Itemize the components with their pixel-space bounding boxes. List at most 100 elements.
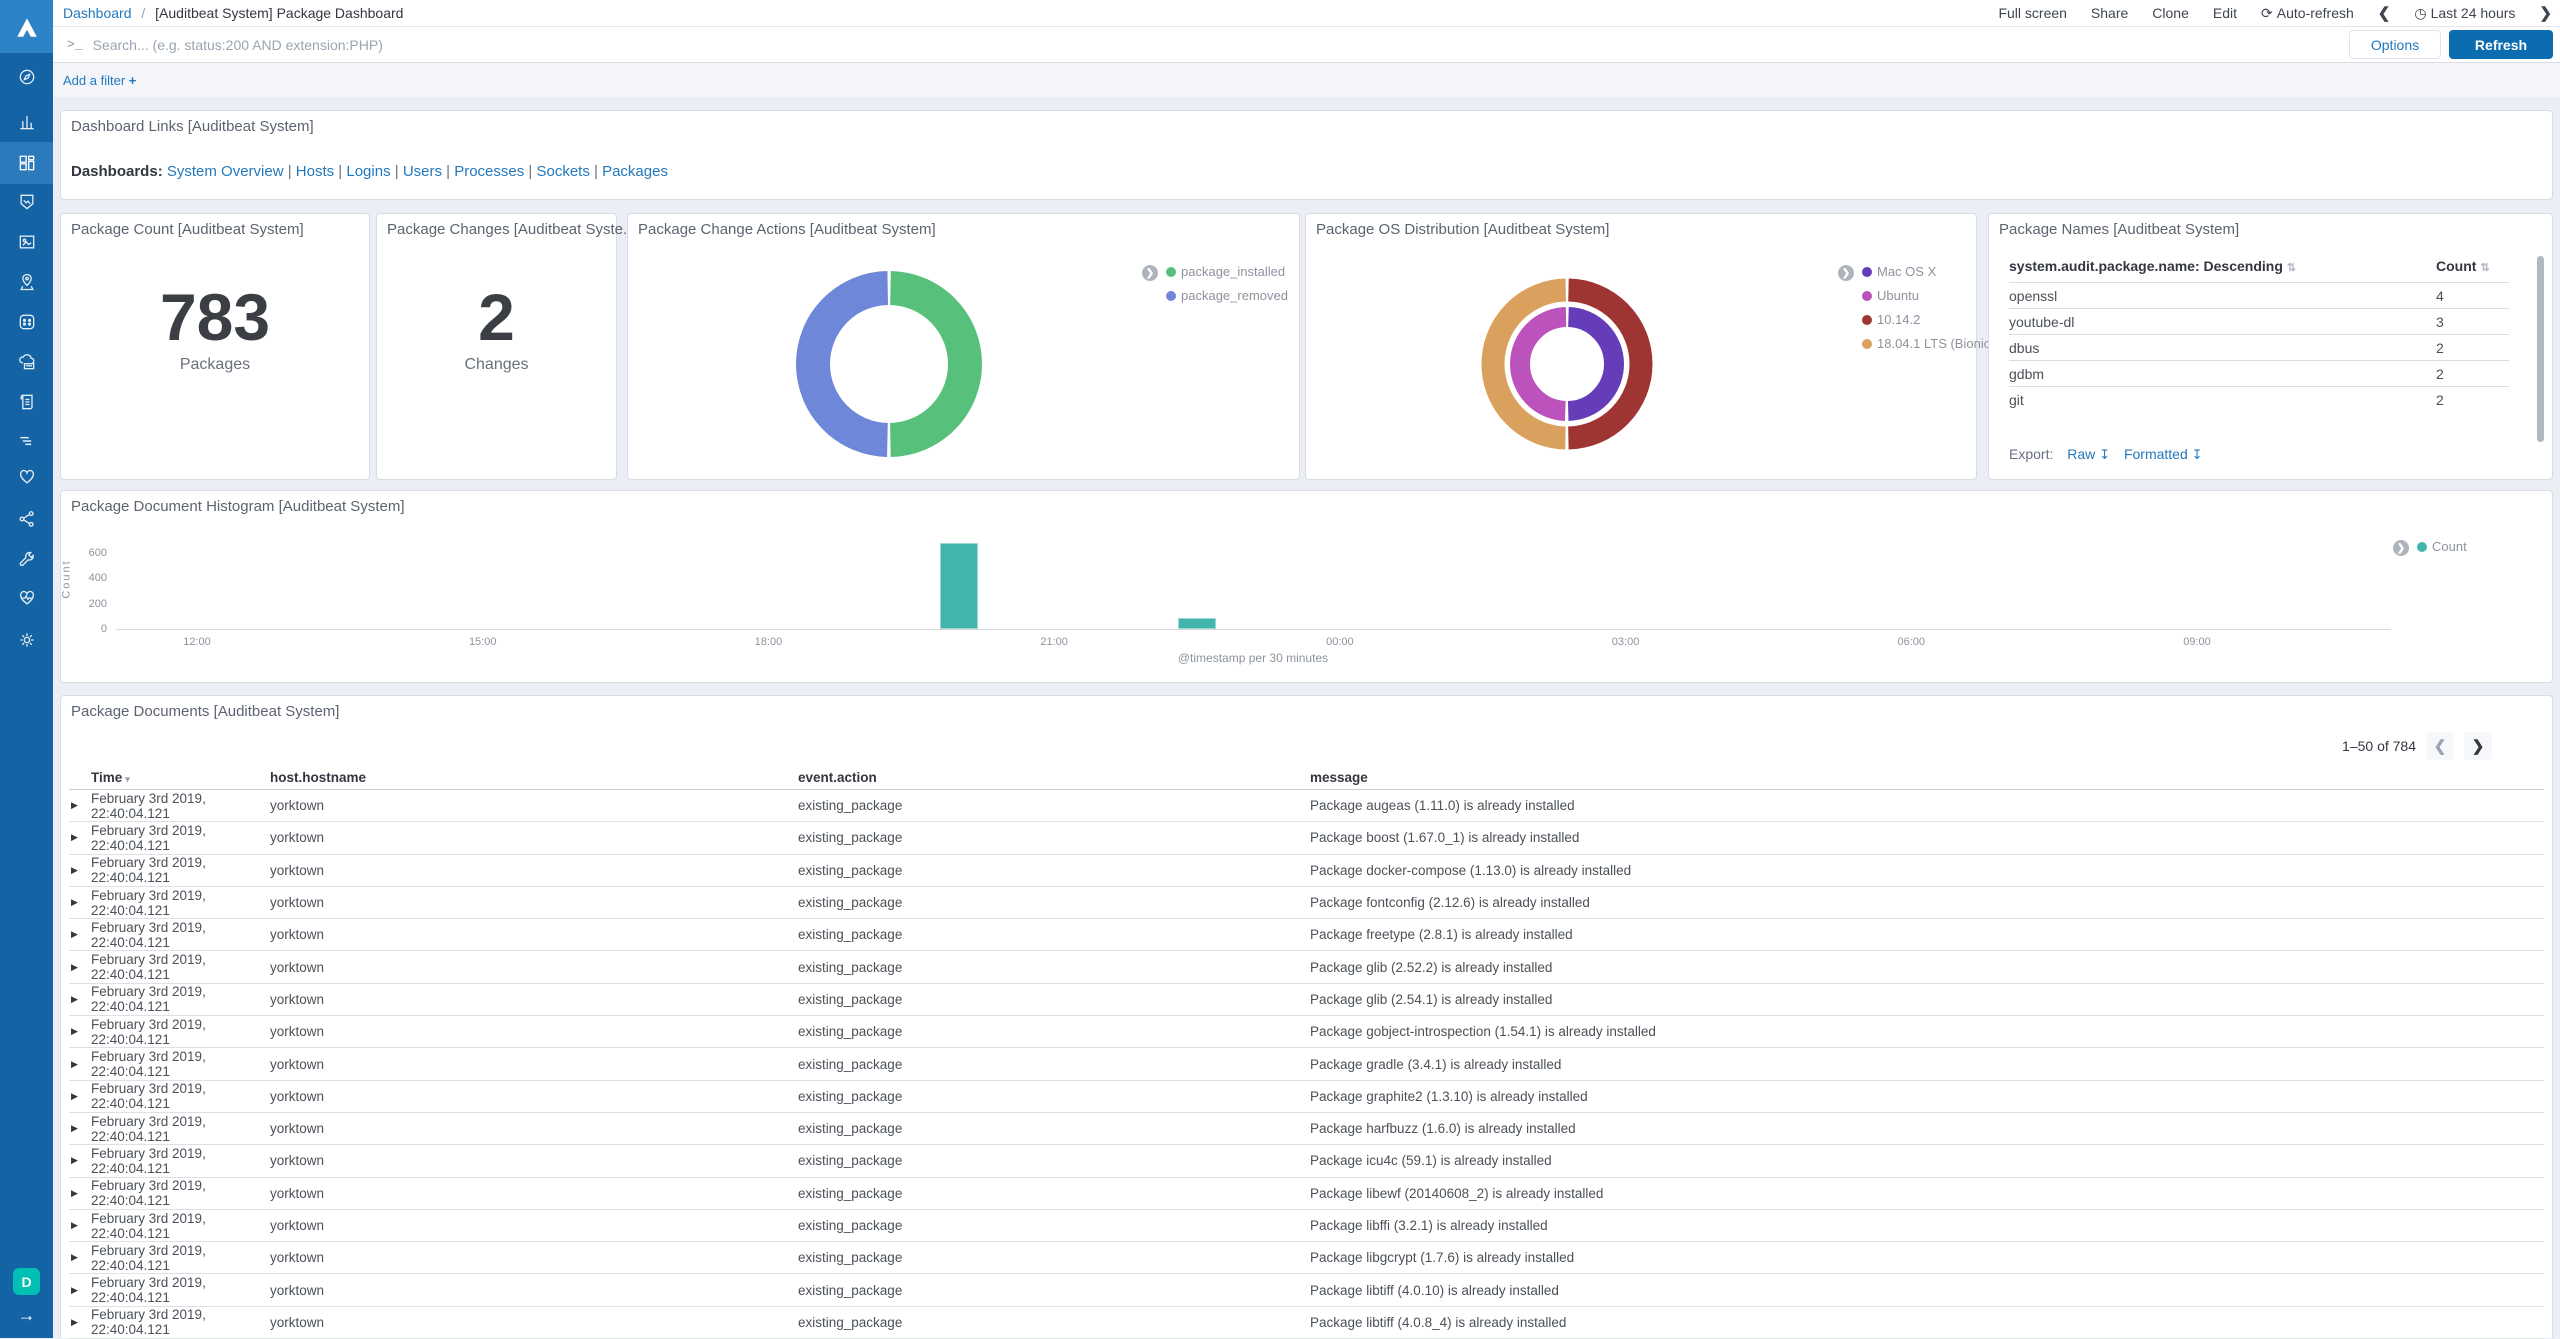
sidebar-item-monitoring[interactable] — [0, 577, 53, 619]
sort-icon[interactable]: ⇅ — [2480, 262, 2490, 274]
expand-row-icon[interactable]: ▶ — [71, 1284, 78, 1295]
expand-row-icon[interactable]: ▶ — [71, 1090, 78, 1101]
sidebar-item-discover[interactable] — [0, 56, 53, 98]
next-page-button[interactable]: ❯ — [2464, 732, 2492, 760]
expand-row-icon[interactable]: ▶ — [71, 1058, 78, 1069]
legend-collapse-icon[interactable]: ❯ — [1838, 265, 1854, 281]
column-header-action[interactable]: event.action — [798, 770, 877, 785]
expand-row-icon[interactable]: ▶ — [71, 897, 78, 908]
expand-row-icon[interactable]: ▶ — [71, 1187, 78, 1198]
package-name-cell[interactable]: openssl — [2009, 287, 2058, 304]
expand-row-icon[interactable]: ▶ — [71, 1252, 78, 1263]
sidebar-item-machine-learning[interactable] — [0, 301, 53, 343]
sidebar-item-graph[interactable] — [0, 498, 53, 540]
kibana-logo[interactable] — [0, 0, 53, 53]
time-forward-button[interactable]: ❯ — [2539, 5, 2552, 22]
expand-row-icon[interactable]: ▶ — [71, 1220, 78, 1230]
package-name-cell[interactable]: dbus — [2009, 339, 2040, 356]
message-cell: Package glib (2.54.1) is already install… — [1310, 991, 1553, 1007]
full-screen-button[interactable]: Full screen — [1998, 5, 2067, 21]
space-avatar[interactable]: D — [13, 1268, 40, 1295]
dashboard-link[interactable]: Logins — [346, 163, 391, 180]
dashboard-link[interactable]: Packages — [602, 163, 668, 180]
dashboard-link[interactable]: System Overview — [166, 163, 284, 180]
document-row: ▶ February 3rd 2019, 22:40:04.121 yorkto… — [69, 1274, 2544, 1307]
host-cell: yorktown — [270, 798, 325, 814]
sidebar-item-infrastructure[interactable] — [0, 341, 53, 383]
add-filter-button[interactable]: Add a filter + — [63, 72, 137, 88]
column-header-host[interactable]: host.hostname — [270, 770, 367, 785]
host-cell: yorktown — [270, 1153, 325, 1169]
legend-item[interactable]: package_removed — [1166, 288, 1288, 303]
legend-item[interactable]: 10.14.2 — [1862, 312, 2013, 327]
sidebar-item-logs[interactable] — [0, 381, 53, 423]
expand-row-icon[interactable]: ▶ — [71, 800, 78, 811]
message-cell: Package boost (1.67.0_1) is already inst… — [1310, 830, 1580, 846]
histogram-bar[interactable] — [939, 542, 978, 629]
column-header-count[interactable]: Count ⇅ — [2436, 258, 2490, 274]
time-cell: February 3rd 2019, 22:40:04.121 — [91, 1275, 206, 1306]
options-button[interactable]: Options — [2349, 30, 2441, 59]
clone-button[interactable]: Clone — [2152, 5, 2189, 21]
expand-row-icon[interactable]: ▶ — [71, 961, 78, 972]
dashboard-link[interactable]: Users — [402, 163, 442, 180]
package-name-cell[interactable]: gdbm — [2009, 365, 2045, 382]
sidebar-item-maps[interactable] — [0, 261, 53, 303]
column-header-message[interactable]: message — [1310, 770, 1368, 785]
sidebar-item-management[interactable] — [0, 619, 53, 661]
panel-package-documents: Package Documents [Auditbeat System] 1–5… — [60, 695, 2553, 1339]
export-formatted-link[interactable]: Formatted ↧ — [2123, 446, 2203, 462]
collapse-nav-icon[interactable]: → — [17, 1305, 36, 1325]
expand-row-icon[interactable]: ▶ — [71, 832, 78, 843]
sort-icon[interactable]: ⇅ — [2286, 262, 2297, 274]
sidebar-item-uptime[interactable] — [0, 456, 53, 498]
sidebar-item-canvas[interactable] — [0, 221, 53, 263]
legend-collapse-icon[interactable]: ❯ — [2393, 540, 2409, 556]
expand-row-icon[interactable]: ▶ — [71, 864, 78, 875]
legend-item[interactable]: Ubuntu — [1862, 288, 2013, 303]
package-name-cell[interactable]: git — [2009, 391, 2024, 408]
sidebar-item-dev-tools[interactable] — [0, 539, 53, 581]
expand-row-icon[interactable]: ▶ — [71, 1155, 78, 1166]
message-cell: Package libewf (20140608_2) is already i… — [1310, 1185, 1604, 1201]
export-raw-link[interactable]: Raw ↧ — [2067, 446, 2111, 462]
auto-refresh-button[interactable]: ⟳ Auto-refresh — [2261, 4, 2354, 21]
package-name-cell[interactable]: youtube-dl — [2009, 313, 2075, 330]
search-input[interactable] — [92, 36, 2349, 53]
histogram-chart[interactable]: Count @timestamp per 30 minutes 0 200 400 6… — [61, 491, 2552, 682]
dashboard-link[interactable]: Hosts — [295, 163, 335, 180]
column-header-name[interactable]: system.audit.package.name: Descending ⇅ — [2009, 258, 2297, 274]
dashboard-link[interactable]: Sockets — [536, 163, 590, 180]
previous-page-button[interactable]: ❮ — [2426, 732, 2454, 760]
column-header-time[interactable]: Time ▾ — [91, 770, 130, 785]
export-links: Export: Raw ↧ Formatted ↧ — [2009, 446, 2203, 463]
breadcrumb-dashboard-link[interactable]: Dashboard — [63, 5, 132, 21]
dashboards-label: Dashboards: — [71, 163, 163, 180]
refresh-button[interactable]: Refresh — [2449, 30, 2553, 59]
time-range-picker[interactable]: ◷ Last 24 hours — [2414, 4, 2516, 21]
panel-package-names: Package Names [Auditbeat System] system.… — [1988, 213, 2553, 480]
sidebar-item-dashboard[interactable] — [0, 142, 53, 184]
expand-row-icon[interactable]: ▶ — [71, 993, 78, 1004]
expand-row-icon[interactable]: ▶ — [71, 1026, 78, 1037]
legend-item[interactable]: Count — [2417, 539, 2467, 554]
expand-row-icon[interactable]: ▶ — [71, 929, 78, 940]
sidebar-item-timelion[interactable] — [0, 181, 53, 223]
panel-scrollbar[interactable] — [2537, 256, 2544, 442]
time-cell: February 3rd 2019, 22:40:04.121 — [91, 1145, 206, 1176]
dashboard-link[interactable]: Processes — [454, 163, 525, 180]
legend-collapse-icon[interactable]: ❯ — [1142, 265, 1158, 281]
sidebar-item-apm[interactable] — [0, 420, 53, 462]
share-button[interactable]: Share — [2090, 5, 2129, 21]
edit-button[interactable]: Edit — [2212, 5, 2237, 21]
legend-item[interactable]: package_installed — [1166, 264, 1288, 279]
legend-item[interactable]: 18.04.1 LTS (Bionic B... — [1862, 336, 2013, 351]
sidebar-item-visualize[interactable] — [0, 101, 53, 143]
histogram-bar[interactable] — [1177, 618, 1216, 629]
expand-row-icon[interactable]: ▶ — [71, 1123, 78, 1134]
legend-item[interactable]: Mac OS X — [1862, 264, 2013, 279]
os-distribution-donut-chart[interactable] — [1306, 214, 1978, 481]
time-back-button[interactable]: ❮ — [2377, 5, 2391, 22]
change-actions-donut-chart[interactable] — [628, 214, 1301, 481]
expand-row-icon[interactable]: ▶ — [71, 1316, 78, 1327]
